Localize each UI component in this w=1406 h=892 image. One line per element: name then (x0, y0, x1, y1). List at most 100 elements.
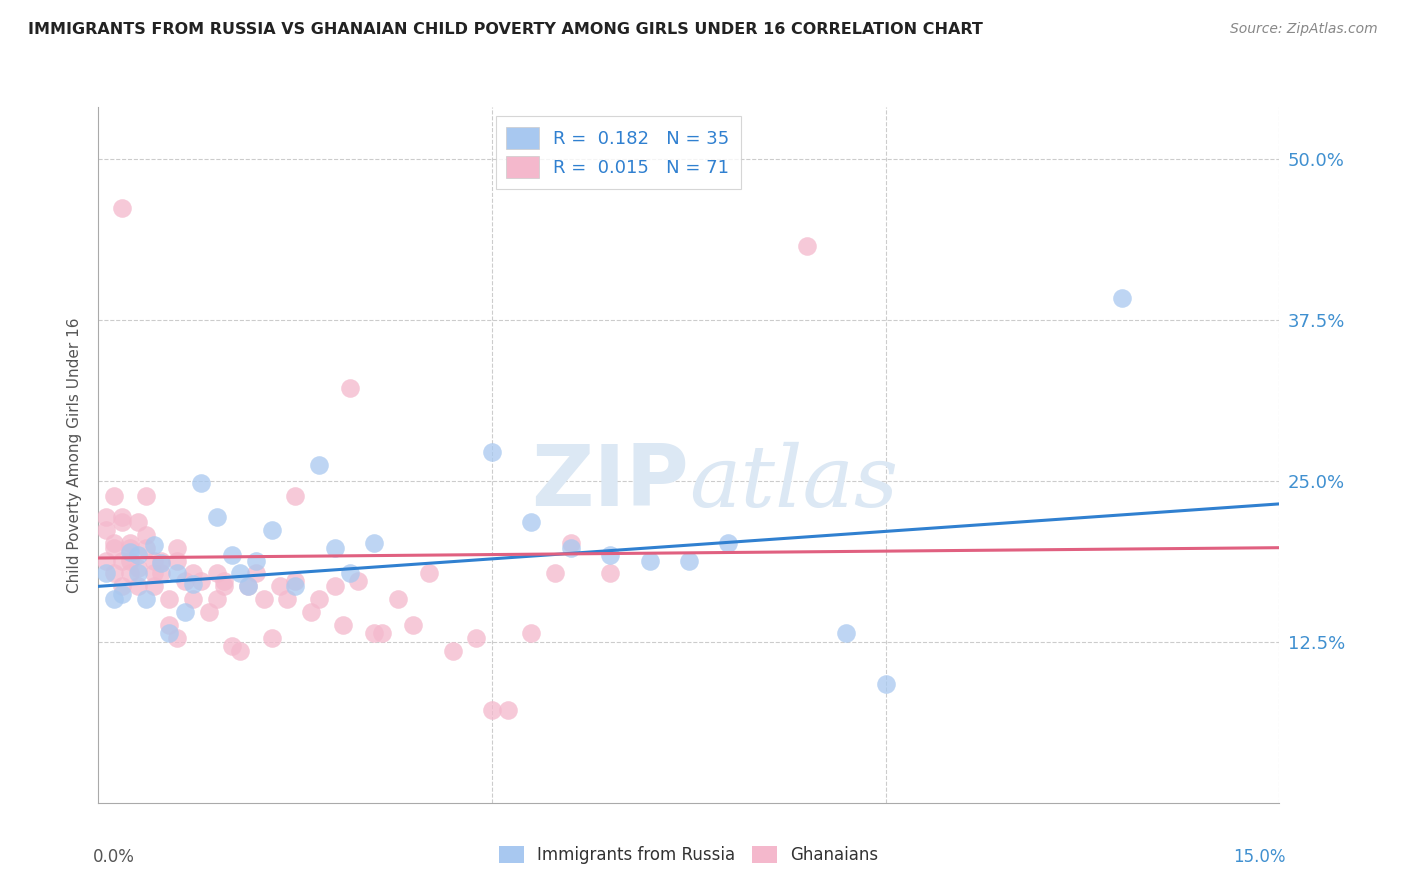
Point (190, 476, 212, 491)
Point (166, 553, 188, 567)
Point (103, 535, 125, 549)
Point (299, 605, 322, 619)
Point (135, 541, 157, 555)
Text: IMMIGRANTS FROM RUSSIA VS GHANAIAN CHILD POVERTY AMONG GIRLS UNDER 16 CORRELATIO: IMMIGRANTS FROM RUSSIA VS GHANAIAN CHILD… (28, 22, 983, 37)
Text: ZIP: ZIP (531, 442, 689, 524)
Point (599, 566, 621, 581)
Point (269, 579, 291, 593)
Point (481, 445, 503, 459)
Point (190, 574, 212, 589)
Point (214, 579, 236, 593)
Point (221, 639, 243, 653)
Point (96, 566, 118, 581)
Point (142, 538, 165, 552)
Point (339, 381, 361, 395)
Point (135, 592, 157, 607)
Point (174, 605, 197, 619)
Point (253, 592, 276, 607)
Point (103, 541, 125, 555)
Point (308, 592, 330, 607)
Point (118, 553, 141, 567)
Point (1111, 291, 1133, 305)
Point (276, 592, 298, 607)
Point (111, 201, 134, 215)
Point (150, 566, 173, 581)
Point (118, 566, 141, 581)
Point (150, 556, 173, 570)
Point (142, 553, 165, 567)
Point (197, 605, 219, 619)
Point (166, 541, 188, 555)
Point (166, 631, 188, 645)
Point (678, 553, 700, 567)
Point (332, 618, 354, 632)
Point (387, 592, 409, 607)
Point (339, 566, 361, 581)
Legend: Immigrants from Russia, Ghanaians: Immigrants from Russia, Ghanaians (492, 839, 886, 871)
Point (157, 625, 180, 640)
Text: 15.0%: 15.0% (1233, 848, 1285, 866)
Point (260, 523, 283, 537)
Point (181, 576, 204, 591)
Point (402, 618, 425, 632)
Point (214, 574, 236, 589)
Point (174, 574, 197, 589)
Point (127, 566, 149, 581)
Point (347, 574, 370, 589)
Point (103, 489, 125, 503)
Point (560, 535, 582, 549)
Point (118, 541, 141, 555)
Point (111, 509, 134, 524)
Point (481, 703, 503, 717)
Point (465, 631, 488, 645)
Point (96, 553, 118, 567)
Text: Source: ZipAtlas.com: Source: ZipAtlas.com (1230, 22, 1378, 37)
Point (284, 574, 307, 589)
Point (221, 549, 243, 563)
Point (157, 618, 180, 632)
Point (111, 553, 134, 567)
Point (308, 458, 330, 473)
Point (127, 549, 149, 563)
Point (96, 523, 118, 537)
Point (284, 579, 307, 593)
Point (599, 549, 621, 563)
Point (229, 644, 252, 658)
Point (441, 644, 464, 658)
Point (260, 631, 283, 645)
Point (835, 625, 858, 640)
Point (236, 579, 259, 593)
Y-axis label: Child Poverty Among Girls Under 16: Child Poverty Among Girls Under 16 (67, 318, 83, 592)
Point (118, 535, 141, 549)
Point (166, 566, 188, 581)
Point (875, 677, 897, 691)
Point (103, 592, 125, 607)
Point (496, 703, 519, 717)
Point (520, 515, 543, 529)
Point (520, 625, 543, 640)
Point (363, 535, 385, 549)
Point (111, 587, 134, 601)
Point (796, 239, 818, 253)
Point (142, 566, 165, 581)
Point (205, 509, 228, 524)
Point (245, 553, 267, 567)
Text: 0.0%: 0.0% (93, 848, 135, 866)
Point (544, 566, 567, 581)
Point (96, 509, 118, 524)
Point (181, 566, 204, 581)
Point (638, 553, 661, 567)
Point (135, 528, 157, 542)
Point (363, 625, 385, 640)
Point (323, 579, 346, 593)
Point (418, 566, 440, 581)
Point (157, 592, 180, 607)
Point (236, 579, 259, 593)
Point (127, 561, 149, 575)
Point (103, 566, 125, 581)
Point (150, 553, 173, 567)
Point (371, 625, 394, 640)
Point (142, 579, 165, 593)
Point (560, 541, 582, 555)
Point (717, 535, 740, 549)
